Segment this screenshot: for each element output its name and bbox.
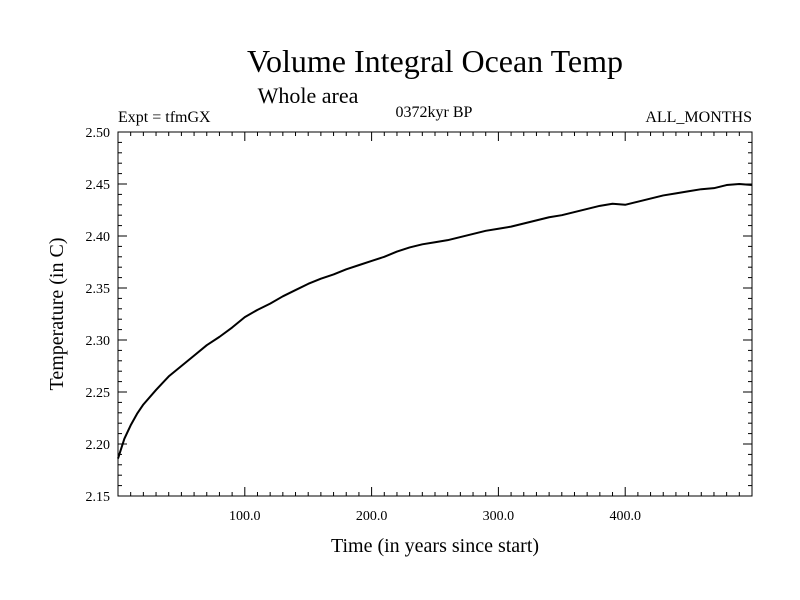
y-tick-label: 2.35 <box>86 282 111 297</box>
x-tick-label: 400.0 <box>609 509 641 524</box>
y-axis-label: Temperature (in C) <box>46 238 68 391</box>
x-axis-label: Time (in years since start) <box>331 535 539 557</box>
y-tick-label: 2.15 <box>86 490 111 505</box>
chart-subtitle: Whole area <box>258 83 359 108</box>
plot-frame <box>117 131 753 497</box>
chart-title: Volume Integral Ocean Temp <box>247 43 623 79</box>
header-expt: Expt = tfmGX <box>118 109 211 126</box>
header-months: ALL_MONTHS <box>645 109 752 126</box>
x-tick-label: 200.0 <box>356 509 388 524</box>
series-line-0 <box>117 183 753 459</box>
y-tick-label: 2.45 <box>86 178 111 193</box>
header-epoch: 0372kyr BP <box>396 104 473 121</box>
y-tick-label: 2.25 <box>86 386 111 401</box>
x-tick-label: 300.0 <box>483 509 515 524</box>
y-tick-label: 2.30 <box>86 334 111 349</box>
x-tick-label: 100.0 <box>229 509 261 524</box>
y-tick-label: 2.40 <box>86 230 111 245</box>
y-tick-label: 2.50 <box>86 126 111 141</box>
y-tick-label: 2.20 <box>86 438 111 453</box>
